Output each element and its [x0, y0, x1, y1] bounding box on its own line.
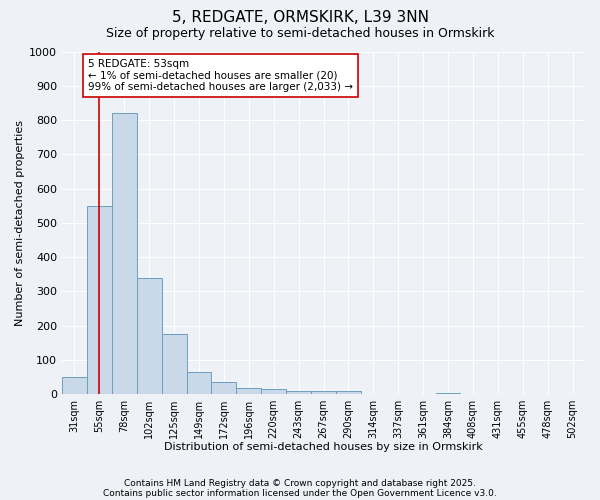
Bar [187, 372, 211, 394]
Text: Contains public sector information licensed under the Open Government Licence v3: Contains public sector information licen… [103, 488, 497, 498]
Text: Contains HM Land Registry data © Crown copyright and database right 2025.: Contains HM Land Registry data © Crown c… [124, 478, 476, 488]
Bar [137, 278, 161, 394]
Bar [311, 392, 336, 394]
X-axis label: Distribution of semi-detached houses by size in Ormskirk: Distribution of semi-detached houses by … [164, 442, 483, 452]
Bar [436, 393, 460, 394]
Y-axis label: Number of semi-detached properties: Number of semi-detached properties [15, 120, 25, 326]
Bar [261, 389, 286, 394]
Bar [161, 334, 187, 394]
Bar [87, 206, 112, 394]
Text: 5, REDGATE, ORMSKIRK, L39 3NN: 5, REDGATE, ORMSKIRK, L39 3NN [172, 10, 428, 25]
Text: Size of property relative to semi-detached houses in Ormskirk: Size of property relative to semi-detach… [106, 28, 494, 40]
Bar [236, 388, 261, 394]
Bar [336, 390, 361, 394]
Bar [286, 390, 311, 394]
Text: 5 REDGATE: 53sqm
← 1% of semi-detached houses are smaller (20)
99% of semi-detac: 5 REDGATE: 53sqm ← 1% of semi-detached h… [88, 59, 353, 92]
Bar [62, 377, 87, 394]
Bar [112, 113, 137, 394]
Bar [211, 382, 236, 394]
